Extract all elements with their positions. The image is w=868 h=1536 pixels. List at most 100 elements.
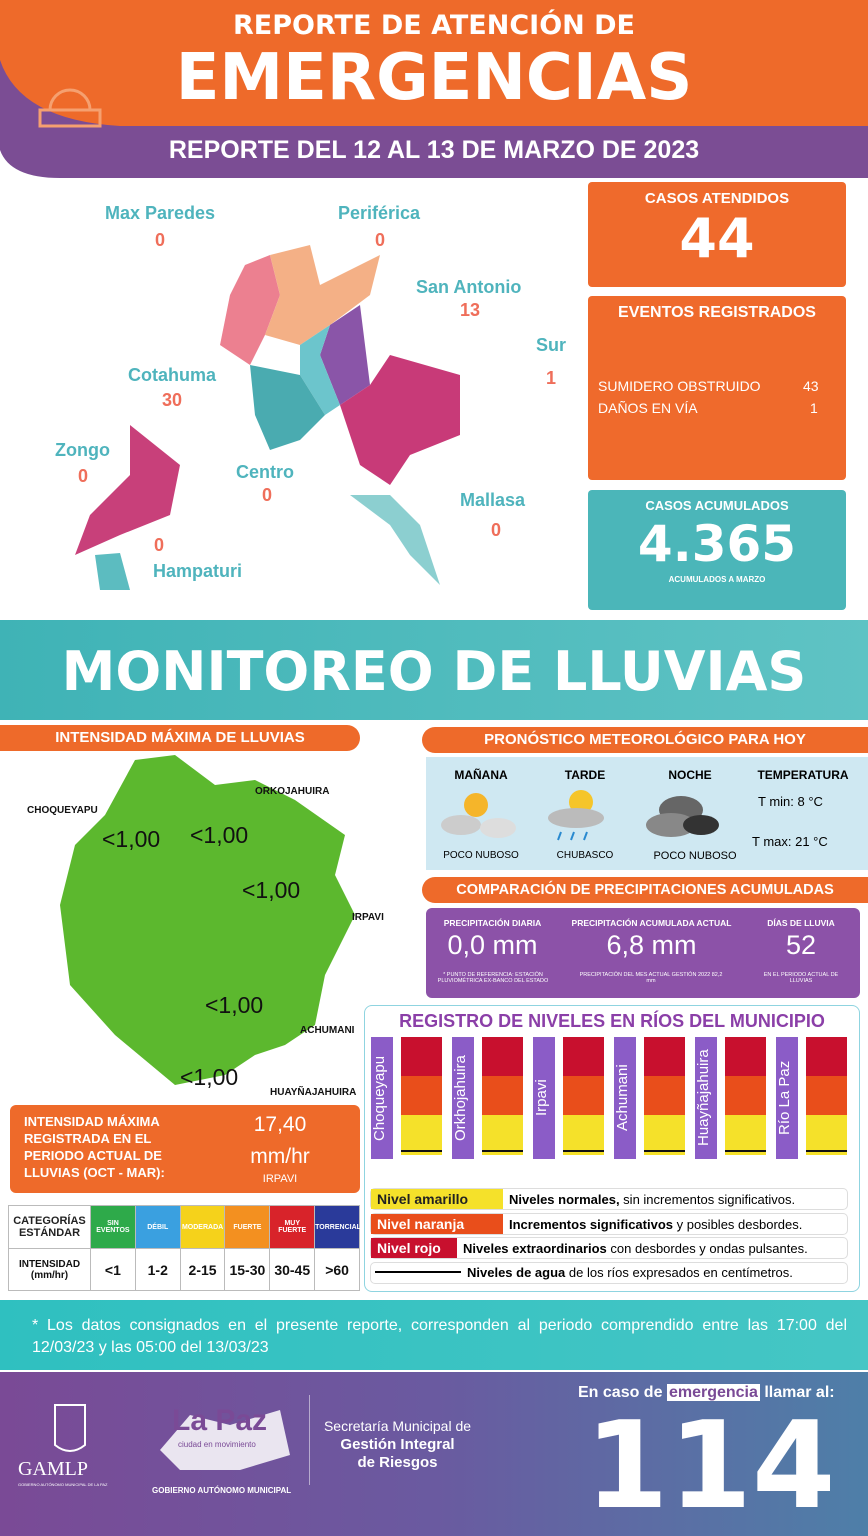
district-name: Periférica — [338, 203, 421, 223]
accum-value: 4.365 — [637, 515, 797, 573]
table-header: SIN EVENTOS — [90, 1205, 136, 1249]
gestion: Gestión Integral — [340, 1436, 455, 1453]
legend-item: Nivel amarillo Niveles normales, sin incr… — [370, 1188, 848, 1210]
emergency-line: En caso de emergencia llamar al: — [578, 1384, 835, 1402]
category-table: CATEGORÍAS ESTÁNDAR SIN EVENTOS DÉBIL MO… — [8, 1205, 361, 1291]
logos — [54, 1395, 310, 1485]
period-desc: POCO NUBOSO — [653, 850, 737, 862]
table-cell: 1-2 — [134, 1248, 181, 1291]
table-cell: 2-15 — [179, 1248, 226, 1291]
district-name: San Antonio — [416, 277, 522, 297]
table-header: MODERADA — [179, 1205, 226, 1249]
event-name: SUMIDERO OBSTRUIDO — [598, 378, 761, 394]
compare-panel: PRECIPITACIÓN DIARIA 0,0 mm * PUNTO DE R… — [426, 908, 860, 998]
district-name: Cotahuma — [128, 365, 217, 385]
forecast-panel — [426, 757, 868, 870]
water-level-line — [644, 1150, 685, 1152]
intensity-title: INTENSIDAD MÁXIMA DE LLUVIAS — [0, 725, 360, 751]
footnote: * Los datos consignados en el presente r… — [32, 1317, 847, 1356]
period-name: NOCHE — [668, 768, 712, 782]
district-value: 0 — [155, 230, 166, 250]
legend-text: sin incrementos significativos. — [619, 1192, 796, 1207]
event-value: 43 — [803, 378, 819, 394]
river-name: Irpavi — [533, 1037, 555, 1159]
legend-label: Nivel amarillo — [371, 1189, 503, 1209]
river-name: Huayñajahuira — [695, 1037, 717, 1159]
table-header: TORRENCIAL — [314, 1205, 361, 1249]
river-level-bar — [561, 1035, 606, 1157]
temp-min: T min: 8 °C — [758, 794, 823, 809]
legend-bold: Niveles de agua — [467, 1265, 566, 1280]
gobierno: GOBIERNO AUTÓNOMO MUNICIPAL — [152, 1486, 292, 1495]
station-value: <1,00 — [180, 1064, 239, 1090]
district-value: 30 — [162, 390, 183, 410]
lapaz: La Paz — [172, 1404, 268, 1437]
station-name: CHOQUEYAPU — [27, 805, 98, 816]
footnote-band — [0, 1300, 868, 1370]
rivers-title: REGISTRO DE NIVELES EN RÍOS DEL MUNICIPI… — [399, 1011, 825, 1031]
temp-max: T max: 21 °C — [752, 834, 828, 849]
temp-label: TEMPERATURA — [757, 768, 849, 782]
events-label: EVENTOS REGISTRADOS — [618, 304, 816, 321]
compare-note: EN EL PERIODO ACTUAL DE LLUVIAS — [763, 972, 839, 984]
water-level-line — [482, 1150, 523, 1152]
district-value: 1 — [546, 368, 557, 388]
riesgos: de Riesgos — [357, 1454, 438, 1471]
secretaria: Secretaría Municipal de — [323, 1418, 472, 1434]
intensity-map — [60, 755, 355, 1085]
river-name: Río La Paz — [776, 1037, 798, 1159]
period-name: TARDE — [564, 768, 606, 782]
district-name: Hampaturi — [153, 561, 243, 581]
max-station: IRPAVI — [262, 1173, 298, 1185]
legend-label: Nivel naranja — [371, 1214, 503, 1234]
station-name: HUAYÑAJAHUIRA — [270, 1087, 357, 1098]
header-wave — [0, 60, 868, 178]
cases-label: CASOS ATENDIDOS — [644, 190, 790, 207]
event-value: 1 — [810, 400, 818, 416]
event-name: DAÑOS EN VÍA — [598, 400, 698, 416]
water-level-line — [563, 1150, 604, 1152]
compare-value: 0,0 mm — [447, 930, 538, 960]
table-header: CATEGORÍAS ESTÁNDAR — [8, 1205, 91, 1249]
district-value: 0 — [375, 230, 386, 250]
header-band — [0, 0, 868, 128]
river-level-bar — [723, 1035, 768, 1157]
period-desc: CHUBASCO — [556, 850, 614, 861]
legend-bold: Incrementos significativos — [509, 1217, 673, 1232]
table-header: MUY FUERTE — [269, 1205, 316, 1249]
table-header: FUERTE — [224, 1205, 271, 1249]
legend-item: Nivel rojo Niveles extraordinarios con de… — [370, 1237, 848, 1259]
accum-label: CASOS ACUMULADOS — [645, 498, 789, 513]
cases-box: CASOS ATENDIDOS 44 — [588, 182, 846, 287]
district-value: 0 — [262, 485, 273, 505]
station-name: ACHUMANI — [300, 1025, 355, 1036]
period-name: MAÑANA — [454, 768, 508, 782]
station-name: IRPAVI — [352, 912, 384, 923]
max-value: 17,40 — [253, 1113, 307, 1136]
compare-title: COMPARACIÓN DE PRECIPITACIONES ACUMULADA… — [422, 877, 868, 903]
lapaz-sub: ciudad en movimiento — [178, 1440, 256, 1449]
legend-label: Nivel rojo — [371, 1238, 457, 1258]
compare-note: PRECIPITACIÓN DEL MES ACTUAL GESTIÓN 202… — [579, 972, 723, 984]
river-name: Choqueyapu — [371, 1037, 393, 1159]
district-map — [75, 245, 460, 590]
river-level-bar — [804, 1035, 849, 1157]
station-value: <1,00 — [205, 992, 264, 1018]
compare-label: DÍAS DE LLUVIA — [767, 918, 835, 928]
table-cell: 30-45 — [269, 1248, 316, 1291]
rivers-panel — [364, 1005, 860, 1292]
river-name: Achumani — [614, 1037, 636, 1159]
compare-note: * PUNTO DE REFERENCIA: ESTACIÓN PLUVIOMÉ… — [437, 972, 549, 984]
gamlp-sub: GOBIERNO AUTÓNOMO MUNICIPAL DE LA PAZ — [18, 1482, 108, 1487]
water-level-line — [725, 1150, 766, 1152]
title-top: REPORTE DE ATENCIÓN DE — [233, 10, 635, 41]
table-header: DÉBIL — [134, 1205, 181, 1249]
compare-value: 6,8 mm — [606, 930, 697, 960]
emergency-post: llamar al: — [764, 1384, 835, 1401]
legend-text: de los ríos expresados en centímetros. — [565, 1265, 793, 1280]
legend-line — [375, 1263, 461, 1273]
district-value: 0 — [154, 535, 165, 555]
max-box: INTENSIDAD MÁXIMA REGISTRADA EN EL PERIO… — [10, 1105, 360, 1193]
emergency-pre: En caso de — [578, 1384, 663, 1401]
